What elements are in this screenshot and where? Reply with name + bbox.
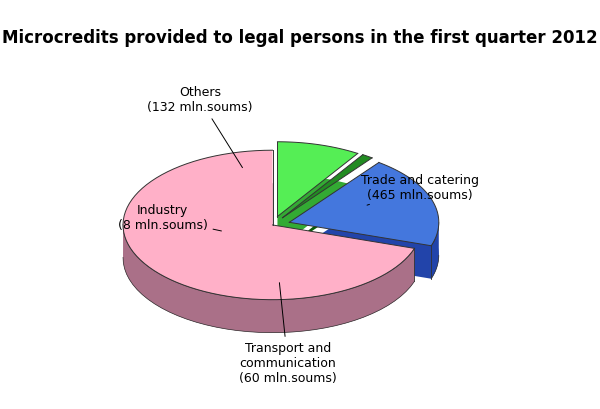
Text: Microcredits provided to legal persons in the first quarter 2012: Microcredits provided to legal persons i…: [2, 29, 598, 47]
Polygon shape: [123, 183, 415, 333]
Polygon shape: [283, 155, 372, 218]
Text: Trade and catering
(465 mln.soums): Trade and catering (465 mln.soums): [361, 173, 479, 205]
Polygon shape: [277, 142, 358, 216]
Text: Others
(132 mln.soums): Others (132 mln.soums): [147, 85, 253, 168]
Polygon shape: [431, 222, 439, 279]
Text: Industry
(8 mln.soums): Industry (8 mln.soums): [118, 204, 221, 232]
Polygon shape: [289, 162, 439, 246]
Polygon shape: [123, 150, 415, 300]
Polygon shape: [289, 196, 439, 279]
Polygon shape: [283, 188, 372, 251]
Text: Transport and
communication
(60 mln.soums): Transport and communication (60 mln.soum…: [239, 283, 337, 385]
Polygon shape: [277, 175, 358, 249]
Polygon shape: [123, 225, 415, 333]
